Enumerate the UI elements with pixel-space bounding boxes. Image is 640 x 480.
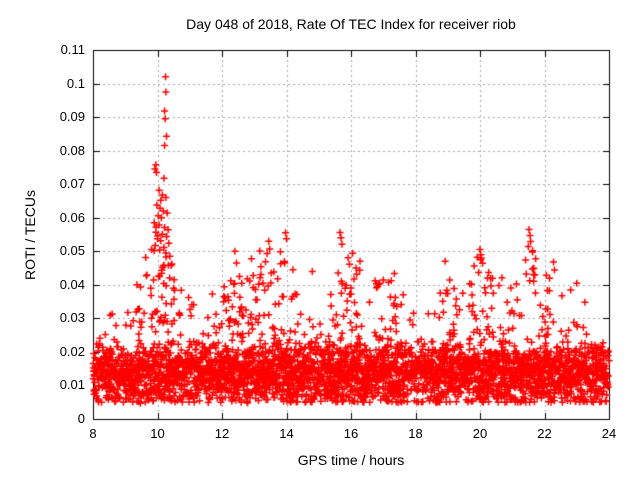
y-tick-label: 0.11: [60, 42, 85, 57]
x-tick-label: 18: [408, 426, 423, 441]
y-tick-label: 0.07: [59, 176, 85, 192]
y-tick-label: 0.01: [59, 377, 85, 393]
y-tick-label: 0.04: [59, 276, 85, 292]
y-tick-label: 0.1: [66, 75, 85, 91]
x-tick-label: 20: [472, 426, 488, 441]
y-tick-label: 0.05: [59, 243, 85, 259]
y-axis-title: ROTI / TECUs: [22, 190, 38, 280]
y-tick-label: 0: [77, 411, 85, 426]
x-axis-title: GPS time / hours: [297, 452, 405, 468]
chart-title: Day 048 of 2018, Rate Of TEC Index for r…: [186, 16, 516, 32]
x-tick-label: 14: [279, 426, 294, 441]
y-tick-label: 0.02: [59, 343, 85, 359]
y-tick-label: 0.06: [59, 209, 85, 225]
y-tick-label: 0.08: [59, 142, 85, 158]
x-tick-label: 10: [150, 426, 165, 441]
x-tick-label: 8: [89, 426, 97, 441]
x-tick-label: 16: [343, 426, 359, 441]
x-tick-label: 12: [214, 426, 230, 441]
x-tick-label: 22: [537, 426, 552, 441]
y-tick-label: 0.03: [59, 310, 85, 326]
x-tick-label: 24: [601, 426, 617, 441]
y-tick-label: 0.09: [59, 109, 85, 125]
